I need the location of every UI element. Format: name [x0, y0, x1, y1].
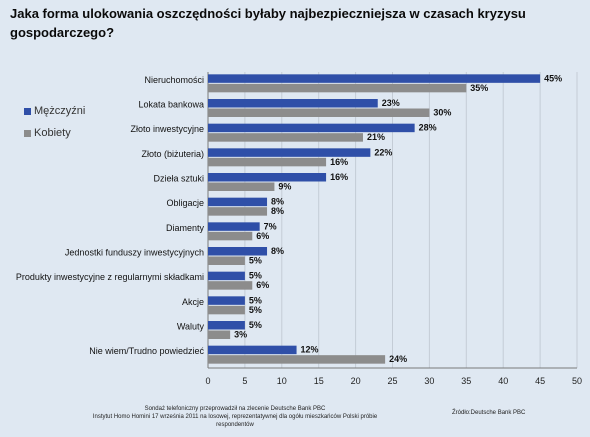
bar-women — [208, 256, 245, 265]
x-tick-label-5: 5 — [242, 376, 247, 386]
value-label-women: 24% — [389, 354, 407, 364]
category-label: Produkty inwestycyjne z regularnymi skła… — [16, 272, 204, 282]
category-label: Złoto inwestycyjne — [130, 124, 204, 134]
bar-women — [208, 108, 430, 117]
bar-men — [208, 247, 268, 256]
footer-line-2: Instytut Homo Homini 17 września 2011 na… — [92, 414, 378, 420]
bar-men — [208, 74, 541, 83]
category-label: Jednostki funduszy inwestycyjnych — [65, 248, 204, 258]
value-label-women: 16% — [330, 157, 348, 167]
legend-swatch-men — [24, 107, 31, 115]
bar-women — [208, 133, 363, 142]
category-label: Diamenty — [166, 223, 205, 233]
category-label: Nieruchomości — [144, 75, 204, 85]
value-label-women: 35% — [470, 83, 488, 93]
x-tick-label-30: 30 — [424, 376, 434, 386]
value-label-women: 30% — [433, 108, 451, 118]
bar-men — [208, 345, 297, 355]
bar-women — [208, 182, 275, 191]
x-tick-label-35: 35 — [461, 376, 471, 386]
footer-source: Źródło:Deutsche Bank PBC — [452, 410, 526, 416]
x-tick-label-45: 45 — [535, 376, 545, 386]
bar-women — [208, 231, 253, 241]
bar-men — [208, 271, 245, 281]
category-label: Obligacje — [166, 198, 204, 208]
legend-item-women: Kobiety — [24, 122, 85, 144]
category-label: Waluty — [177, 322, 205, 332]
x-tick-label-40: 40 — [498, 376, 508, 386]
value-label-men: 8% — [271, 197, 284, 207]
value-label-women: 5% — [249, 256, 262, 266]
value-label-men: 23% — [382, 98, 400, 108]
x-tick-label-50: 50 — [572, 376, 582, 386]
legend-label-women: Kobiety — [34, 127, 71, 139]
bar-women — [208, 330, 231, 339]
bar-women — [208, 281, 253, 290]
value-label-women: 3% — [234, 330, 247, 340]
x-tick-label-0: 0 — [205, 376, 210, 386]
footer-line-3: respondentów — [216, 422, 254, 428]
value-label-women: 6% — [256, 280, 269, 290]
x-tick-label-10: 10 — [277, 376, 287, 386]
legend-label-men: Mężczyźni — [34, 105, 86, 117]
category-label: Akcje — [182, 297, 204, 307]
bar-women — [208, 355, 386, 364]
category-label: Nie wiem/Trudno powiedzieć — [89, 346, 204, 356]
value-label-women: 5% — [249, 305, 262, 315]
legend-item-men: Mężczyźni — [24, 100, 85, 122]
x-tick-label-15: 15 — [314, 376, 324, 386]
legend: Mężczyźni Kobiety — [24, 100, 85, 144]
footer-note: Sondaż telefoniczny przeprowadził na zle… — [70, 405, 400, 429]
bar-women — [208, 157, 327, 167]
category-label: Lokata bankowa — [138, 100, 204, 110]
value-label-men: 16% — [330, 172, 348, 182]
value-label-women: 6% — [256, 231, 269, 241]
value-label-men: 5% — [249, 295, 262, 305]
bar-men — [208, 197, 268, 207]
x-tick-label-20: 20 — [351, 376, 361, 386]
category-label: Dzieła sztuki — [153, 174, 204, 184]
bar-women — [208, 305, 245, 315]
value-label-men: 5% — [249, 320, 262, 330]
category-label: Złoto (biżuteria) — [141, 149, 204, 159]
bar-women — [208, 207, 268, 216]
bar-men — [208, 321, 245, 330]
bar-men — [208, 99, 378, 108]
chart-title: Jaka forma ulokowania oszczędności byłab… — [10, 6, 526, 40]
value-label-men: 8% — [271, 246, 284, 256]
value-label-women: 8% — [271, 206, 284, 216]
footer-line-1: Sondaż telefoniczny przeprowadził na zle… — [144, 406, 326, 412]
bar-men — [208, 148, 371, 157]
value-label-men: 45% — [544, 73, 562, 83]
legend-swatch-women — [24, 129, 31, 137]
value-label-women: 9% — [278, 182, 291, 192]
value-label-men: 7% — [264, 221, 277, 231]
value-label-men: 28% — [419, 123, 437, 133]
bar-women — [208, 83, 467, 93]
value-label-men: 12% — [301, 345, 319, 355]
bar-men — [208, 296, 245, 305]
value-label-men: 5% — [249, 271, 262, 281]
x-tick-label-25: 25 — [387, 376, 397, 386]
value-label-men: 22% — [374, 147, 392, 157]
value-label-women: 21% — [367, 132, 385, 142]
bar-men — [208, 222, 260, 231]
bar-men — [208, 173, 327, 182]
bar-men — [208, 123, 415, 133]
